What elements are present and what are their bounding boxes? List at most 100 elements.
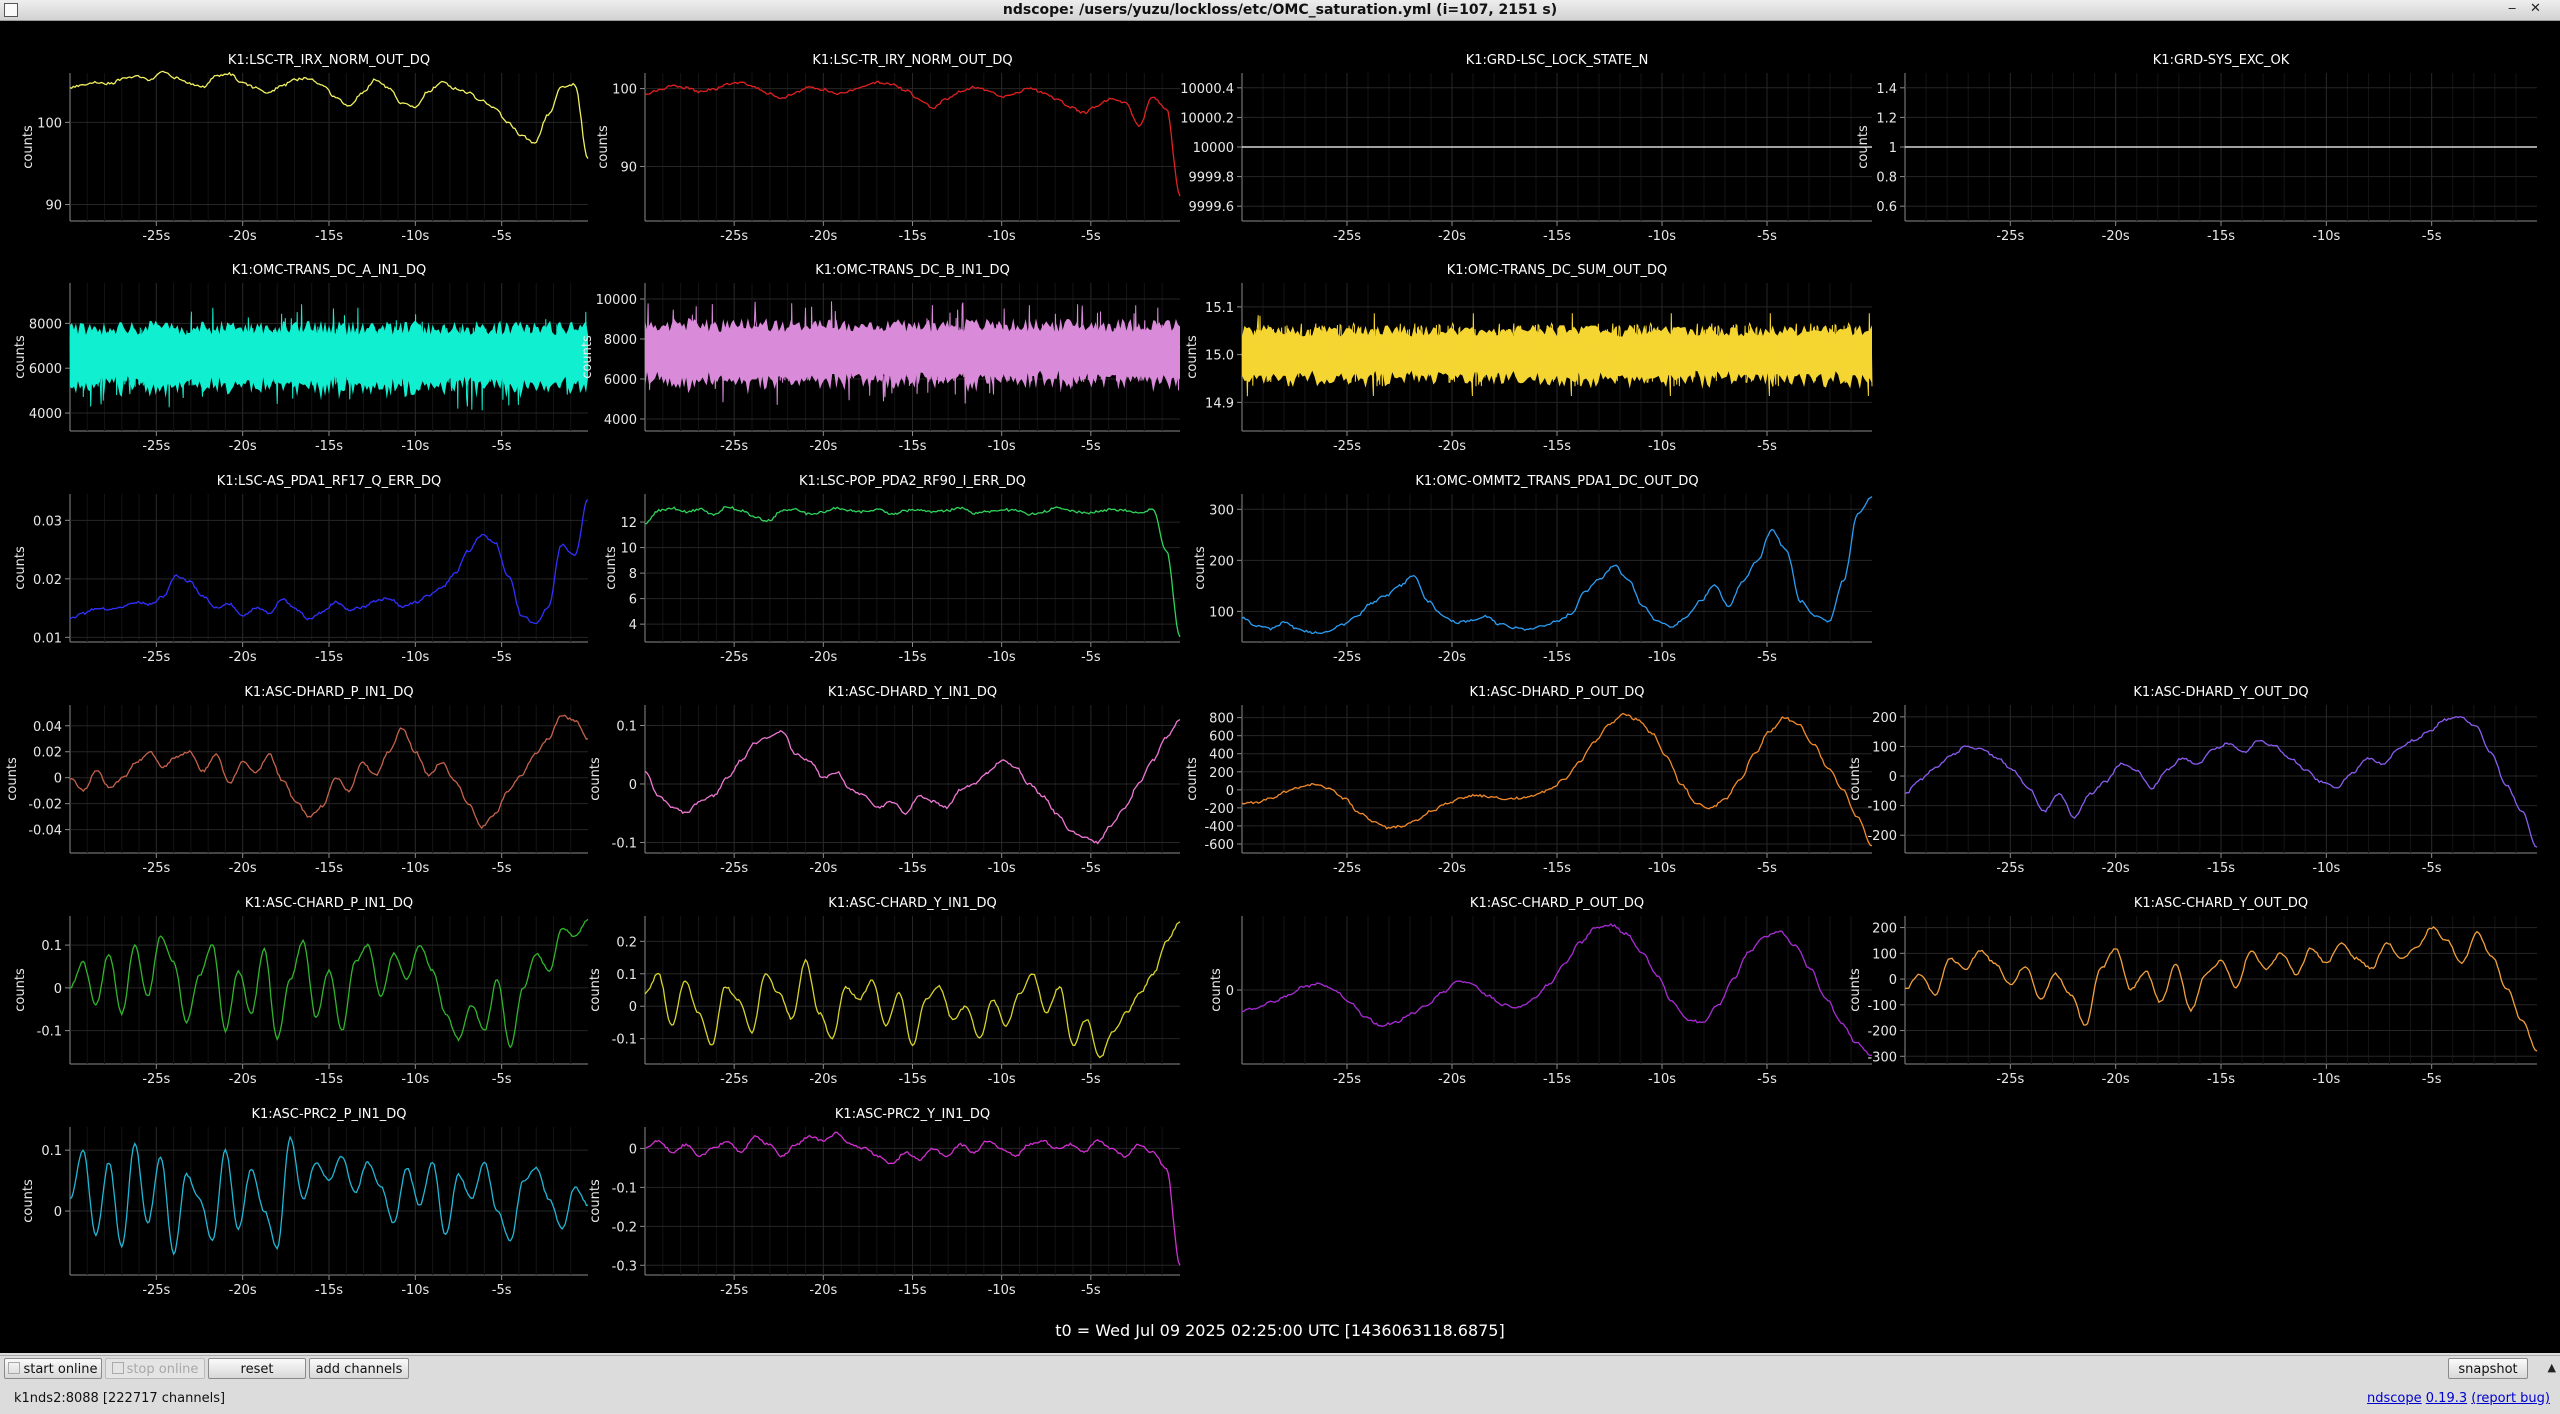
chart-panel[interactable]: K1:ASC-DHARD_P_IN1_DQ -25s -20s -15s -10s -5s… — [5, 685, 589, 876]
chart-title: K1:LSC-AS_PDA1_RF17_Q_ERR_DQ — [217, 474, 441, 489]
stop-online-button: stop online — [105, 1358, 205, 1379]
x-tick-label: -20s — [229, 439, 257, 454]
chart-panel[interactable]: K1:ASC-PRC2_Y_IN1_DQ -25s -20s -15s -10s -5s -… — [588, 1107, 1181, 1298]
close-icon[interactable]: ✕ — [2530, 1, 2541, 16]
y-tick-label: 800 — [1209, 712, 1234, 727]
y-tick-label: -200 — [1867, 829, 1897, 844]
x-tick-label: -25s — [720, 1072, 748, 1087]
y-tick-label: 8000 — [29, 317, 62, 332]
start-online-button[interactable]: start online — [4, 1358, 102, 1379]
series-line — [1905, 926, 2538, 1052]
x-tick-label: -15s — [315, 439, 343, 454]
y-axis-label: counts — [1185, 335, 1200, 379]
x-tick-label: -15s — [898, 650, 926, 665]
y-tick-label: 100 — [37, 116, 62, 131]
y-tick-label: -0.1 — [612, 1033, 637, 1048]
y-tick-label: -0.02 — [28, 798, 62, 813]
snapshot-button[interactable]: snapshot — [2448, 1358, 2528, 1379]
chart-panel[interactable]: K1:LSC-TR_IRX_NORM_OUT_DQ -25s -20s -15s -10… — [21, 53, 589, 244]
series-line — [1241, 712, 1873, 847]
x-tick-label: -20s — [229, 229, 257, 244]
x-tick-label: -20s — [229, 1072, 257, 1087]
series-line — [1241, 923, 1873, 1057]
chart-panel[interactable]: K1:LSC-TR_IRY_NORM_OUT_DQ -25s -20s -15s -10… — [596, 53, 1181, 244]
x-tick-label: -20s — [809, 1072, 837, 1087]
x-tick-label: -20s — [809, 650, 837, 665]
chart-panel[interactable]: K1:ASC-CHARD_P_IN1_DQ -25s -20s -15s -10s -5s… — [13, 896, 589, 1087]
chart-panel[interactable]: K1:OMC-TRANS_DC_A_IN1_DQ -25s -20s -15s -10s… — [13, 263, 589, 454]
version-link[interactable]: 0.19.3 — [2425, 1391, 2468, 1406]
x-tick-label: -15s — [1543, 650, 1571, 665]
window-menu-icon[interactable] — [4, 3, 18, 17]
series-line — [644, 80, 1181, 197]
y-axis-label: counts — [21, 1179, 36, 1223]
menu-arrow-icon[interactable]: ▲ — [2547, 1361, 2556, 1374]
y-tick-label: -600 — [1204, 838, 1234, 853]
x-tick-label: -10s — [2312, 1072, 2340, 1087]
x-tick-label: -5s — [1757, 229, 1777, 244]
y-axis-label: counts — [13, 546, 28, 590]
x-tick-label: -10s — [401, 861, 429, 876]
x-tick-label: -20s — [1438, 439, 1466, 454]
x-tick-label: -5s — [492, 229, 512, 244]
x-tick-label: -25s — [1996, 229, 2024, 244]
y-tick-label: 200 — [1872, 922, 1897, 937]
plot-area[interactable]: K1:LSC-TR_IRX_NORM_OUT_DQ -25s -20s -15s -10… — [0, 21, 2560, 1353]
y-axis-label: counts — [1848, 968, 1863, 1012]
x-tick-label: -10s — [1648, 1072, 1676, 1087]
x-tick-label: -25s — [1996, 861, 2024, 876]
chart-panel[interactable]: K1:OMC-TRANS_DC_B_IN1_DQ -25s -20s -15s -10s… — [580, 263, 1181, 454]
y-tick-label: 90 — [620, 160, 637, 175]
y-tick-label: -0.1 — [612, 1181, 637, 1196]
x-tick-label: -25s — [720, 1283, 748, 1298]
x-tick-label: -20s — [1438, 650, 1466, 665]
chart-title: K1:GRD-SYS_EXC_OK — [2153, 53, 2290, 68]
status-bar: k1nds2:8088 [222717 channels] ndscope 0.… — [0, 1383, 2560, 1414]
y-tick-label: 0 — [1889, 973, 1897, 988]
x-tick-label: -10s — [401, 439, 429, 454]
report-bug-link[interactable]: (report bug) — [2471, 1391, 2550, 1406]
chart-title: K1:LSC-POP_PDA2_RF90_I_ERR_DQ — [799, 474, 1026, 489]
chart-panel[interactable]: K1:OMC-TRANS_DC_SUM_OUT_DQ -25s -20s -15s -1… — [1185, 263, 1873, 454]
series-line — [644, 719, 1181, 845]
chart-title: K1:ASC-CHARD_Y_IN1_DQ — [828, 896, 996, 911]
y-tick-label: 400 — [1209, 748, 1234, 763]
y-tick-label: 12 — [620, 516, 637, 531]
chart-panel[interactable]: K1:ASC-CHARD_Y_IN1_DQ -25s -20s -15s -10s -5s… — [588, 896, 1181, 1087]
chart-panel[interactable]: K1:LSC-POP_PDA2_RF90_I_ERR_DQ -25s -20s -15… — [604, 474, 1181, 665]
series-line — [69, 304, 589, 411]
y-tick-label: 0 — [629, 1000, 637, 1015]
ndscope-link[interactable]: ndscope — [2367, 1391, 2422, 1406]
x-tick-label: -20s — [1438, 1072, 1466, 1087]
plot-grid[interactable]: K1:LSC-TR_IRX_NORM_OUT_DQ -25s -20s -15s -10… — [0, 21, 2560, 1311]
y-axis-label: counts — [580, 335, 595, 379]
chart-panel[interactable]: K1:GRD-LSC_LOCK_STATE_N -25s -20s -15s -10s -… — [1180, 53, 1872, 244]
chart-title: K1:ASC-CHARD_Y_OUT_DQ — [2134, 896, 2308, 911]
chart-panel[interactable]: K1:ASC-DHARD_Y_OUT_DQ -25s -20s -15s -10s -5s… — [1848, 685, 2538, 876]
y-tick-label: 8000 — [604, 333, 637, 348]
x-tick-label: -10s — [988, 229, 1016, 244]
chart-panel[interactable]: K1:ASC-DHARD_Y_IN1_DQ -25s -20s -15s -10s -5s… — [588, 685, 1181, 876]
chart-panel[interactable]: K1:ASC-CHARD_Y_OUT_DQ -25s -20s -15s -10s -5s… — [1848, 896, 2538, 1087]
chart-panel[interactable]: K1:GRD-SYS_EXC_OK -25s -20s -15s -10s -5s 0.6 0… — [1856, 53, 2537, 244]
chart-panel[interactable]: K1:LSC-AS_PDA1_RF17_Q_ERR_DQ -25s -20s -15s… — [13, 474, 589, 665]
chart-panel[interactable]: K1:ASC-DHARD_P_OUT_DQ -25s -20s -15s -10s -5s… — [1185, 685, 1873, 876]
chart-panel[interactable]: K1:ASC-PRC2_P_IN1_DQ -25s -20s -15s -10s -5s 0… — [21, 1107, 589, 1298]
chart-panel[interactable]: K1:ASC-CHARD_P_OUT_DQ -25s -20s -15s -10s -5s… — [1209, 896, 1873, 1087]
y-tick-label: 0 — [54, 982, 62, 997]
x-tick-label: -5s — [2422, 861, 2442, 876]
reset-button[interactable]: reset — [208, 1358, 306, 1379]
chart-panel[interactable]: K1:OMC-OMMT2_TRANS_PDA1_DC_OUT_DQ -25s -20… — [1193, 474, 1873, 665]
y-tick-label: -100 — [1867, 800, 1897, 815]
play-icon — [8, 1362, 21, 1374]
x-tick-label: -25s — [720, 229, 748, 244]
window-titlebar: ndscope: /users/yuzu/lockloss/etc/OMC_sa… — [0, 0, 2560, 21]
chart-title: K1:ASC-DHARD_Y_IN1_DQ — [828, 685, 997, 700]
y-tick-label: 0 — [54, 1205, 62, 1220]
x-tick-label: -10s — [401, 229, 429, 244]
minimize-icon[interactable]: ‒ — [2508, 1, 2517, 16]
y-axis-label: counts — [5, 757, 20, 801]
add-channels-button[interactable]: add channels — [309, 1358, 409, 1379]
x-tick-label: -10s — [2312, 229, 2340, 244]
x-tick-label: -25s — [1333, 439, 1361, 454]
